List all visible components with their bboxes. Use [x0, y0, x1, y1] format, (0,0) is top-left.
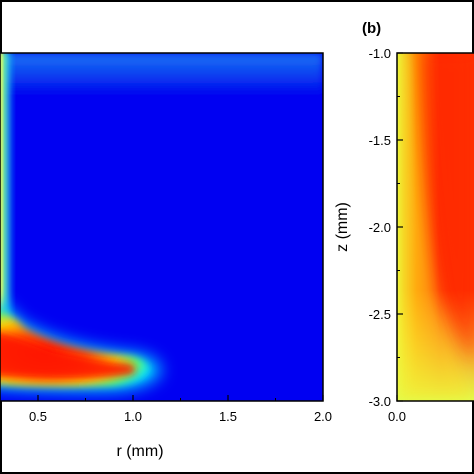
y-axis-label-b: z (mm): [334, 202, 351, 252]
y-tick-label-b: -3.0: [369, 394, 391, 409]
x-axis-label-a: r (mm): [116, 443, 163, 460]
x-tick-label-a: 0.5: [29, 409, 47, 424]
y-axis-b: -1.0 -1.5 -2.0 -2.5 -3.0: [369, 46, 403, 409]
y-tick-label-b: -1.5: [369, 133, 391, 148]
heatmap-panel-b: -1.0 -1.5 -2.0 -2.5 -3.0 0.0 z (mm) (b): [334, 20, 474, 424]
x-tick-label-a: 1.0: [124, 409, 142, 424]
plot-area-a-border: [0, 52, 324, 402]
heatmap-a-field: [0, 53, 323, 401]
x-tick-label-a: 2.0: [314, 409, 332, 424]
heatmap-panel-a: 0.5 1.0 1.5 2.0 r (mm): [0, 52, 332, 460]
heatmap-b-field: [397, 53, 474, 401]
x-tick-label-a: 1.5: [219, 409, 237, 424]
x-axis-b: 0.0: [388, 395, 406, 424]
x-axis-a: 0.5 1.0 1.5 2.0: [29, 395, 332, 424]
y-tick-label-b: -2.0: [369, 220, 391, 235]
y-tick-label-b: -1.0: [369, 46, 391, 61]
panel-label-b: (b): [362, 20, 381, 37]
y-tick-label-b: -2.5: [369, 307, 391, 322]
x-tick-label-b: 0.0: [388, 409, 406, 424]
